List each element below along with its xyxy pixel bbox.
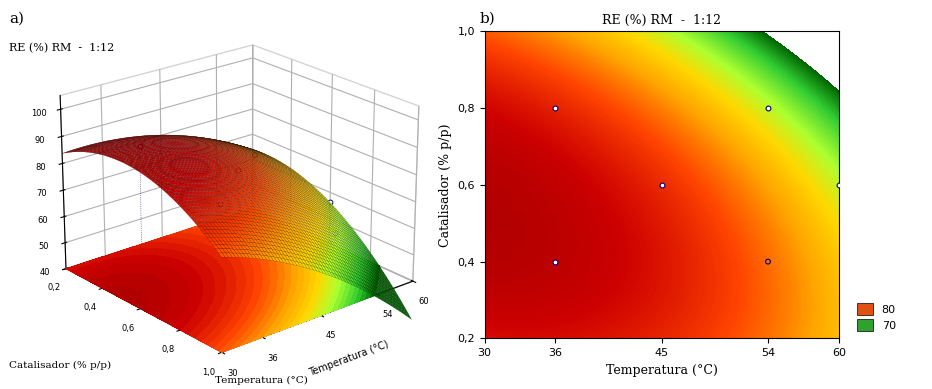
Text: b): b)	[480, 12, 496, 26]
X-axis label: Temperatura (°C): Temperatura (°C)	[606, 364, 718, 377]
Point	[548, 258, 563, 265]
Text: RE (%) RM  -  1:12: RE (%) RM - 1:12	[9, 43, 115, 53]
X-axis label: Temperatura (°C): Temperatura (°C)	[308, 339, 391, 378]
Text: Temperatura (°C): Temperatura (°C)	[214, 376, 308, 385]
Point	[761, 105, 775, 111]
Point	[654, 182, 669, 188]
Point	[761, 258, 775, 265]
Text: a): a)	[9, 12, 24, 26]
Text: Catalisador (% p/p): Catalisador (% p/p)	[9, 361, 112, 370]
Point	[831, 182, 846, 188]
Legend: 80, 70: 80, 70	[855, 301, 898, 333]
Point	[548, 105, 563, 111]
Y-axis label: Catalisador (% p/p): Catalisador (% p/p)	[439, 123, 452, 247]
Title: RE (%) RM  -  1:12: RE (%) RM - 1:12	[602, 14, 721, 27]
